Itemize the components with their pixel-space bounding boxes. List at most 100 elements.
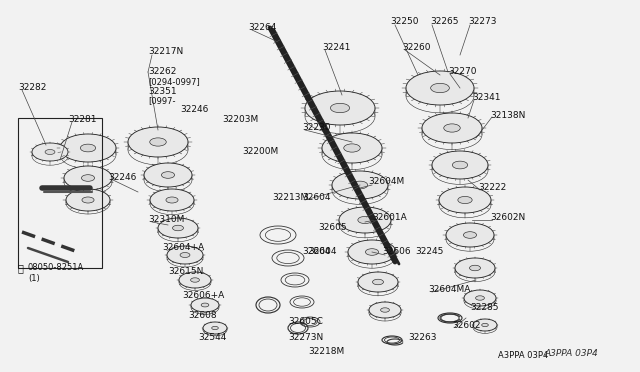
Ellipse shape — [365, 249, 379, 255]
Text: 32608: 32608 — [188, 311, 216, 320]
Text: 32601A: 32601A — [372, 214, 407, 222]
Ellipse shape — [66, 189, 110, 211]
Text: 32262: 32262 — [148, 67, 177, 77]
Text: 32241: 32241 — [322, 44, 350, 52]
Text: 32282: 32282 — [18, 83, 46, 93]
Text: (1): (1) — [28, 273, 40, 282]
Ellipse shape — [128, 127, 188, 157]
Ellipse shape — [344, 144, 360, 152]
Text: Ⓑ: Ⓑ — [18, 263, 24, 273]
Text: 32604MA: 32604MA — [428, 285, 470, 295]
Text: A3PPA 03P4: A3PPA 03P4 — [544, 349, 598, 358]
Ellipse shape — [473, 319, 497, 331]
Text: 32230: 32230 — [302, 124, 330, 132]
Ellipse shape — [167, 246, 203, 264]
Ellipse shape — [173, 225, 184, 231]
Text: 32285: 32285 — [470, 304, 499, 312]
Text: 32213M: 32213M — [272, 193, 308, 202]
Ellipse shape — [203, 322, 227, 334]
Ellipse shape — [201, 303, 209, 307]
Ellipse shape — [144, 163, 192, 187]
Ellipse shape — [446, 223, 494, 247]
Ellipse shape — [452, 161, 468, 169]
Ellipse shape — [179, 272, 211, 288]
Ellipse shape — [352, 181, 368, 189]
Text: 32605: 32605 — [318, 224, 347, 232]
Ellipse shape — [82, 197, 94, 203]
Text: 32604M: 32604M — [368, 177, 404, 186]
Text: 32222: 32222 — [478, 183, 506, 192]
Ellipse shape — [305, 91, 375, 125]
Text: 32281: 32281 — [68, 115, 97, 125]
Text: 32273N: 32273N — [288, 334, 323, 343]
Ellipse shape — [212, 326, 218, 330]
Text: 08050-8251A: 08050-8251A — [28, 263, 84, 273]
Ellipse shape — [339, 207, 391, 233]
Text: 32602N: 32602N — [490, 214, 525, 222]
Ellipse shape — [150, 189, 194, 211]
Ellipse shape — [80, 144, 96, 152]
Ellipse shape — [431, 83, 449, 93]
Ellipse shape — [158, 218, 198, 238]
Text: 32615N: 32615N — [168, 267, 204, 276]
Text: 32351: 32351 — [148, 87, 177, 96]
Ellipse shape — [369, 302, 401, 318]
Ellipse shape — [60, 134, 116, 162]
Text: [0294-0997]: [0294-0997] — [148, 77, 200, 87]
Ellipse shape — [439, 187, 491, 213]
Ellipse shape — [458, 196, 472, 203]
Ellipse shape — [464, 290, 496, 306]
Text: 32606+A: 32606+A — [182, 291, 224, 299]
Text: 32203M: 32203M — [222, 115, 259, 125]
Ellipse shape — [81, 175, 95, 181]
Text: 32604: 32604 — [308, 247, 337, 257]
Text: [0997-: [0997- — [148, 96, 175, 106]
Text: 32246: 32246 — [180, 106, 209, 115]
Ellipse shape — [166, 197, 178, 203]
Ellipse shape — [358, 272, 398, 292]
Ellipse shape — [455, 258, 495, 278]
Ellipse shape — [64, 166, 112, 190]
Ellipse shape — [180, 253, 190, 257]
Text: 32604: 32604 — [302, 247, 330, 257]
Text: 32200M: 32200M — [242, 148, 278, 157]
Text: 32605C: 32605C — [288, 317, 323, 327]
Ellipse shape — [150, 138, 166, 146]
Ellipse shape — [432, 151, 488, 179]
Ellipse shape — [463, 232, 477, 238]
Text: 32604+A: 32604+A — [162, 244, 204, 253]
Ellipse shape — [332, 171, 388, 199]
Ellipse shape — [470, 265, 481, 271]
Text: 32264: 32264 — [248, 23, 276, 32]
Text: 32310M: 32310M — [148, 215, 184, 224]
Text: 32341: 32341 — [472, 93, 500, 103]
Ellipse shape — [322, 133, 382, 163]
Ellipse shape — [45, 150, 55, 154]
Ellipse shape — [381, 308, 389, 312]
Text: 32270: 32270 — [448, 67, 477, 77]
Text: A3PPA 03P4: A3PPA 03P4 — [498, 352, 548, 360]
Ellipse shape — [348, 240, 396, 264]
Text: 32604: 32604 — [302, 193, 330, 202]
Ellipse shape — [191, 278, 200, 282]
Text: 32273: 32273 — [468, 17, 497, 26]
Ellipse shape — [358, 217, 372, 224]
Text: 32606: 32606 — [382, 247, 411, 257]
Ellipse shape — [476, 296, 484, 300]
Ellipse shape — [372, 279, 383, 285]
Ellipse shape — [482, 323, 488, 327]
Text: 32218M: 32218M — [308, 347, 344, 356]
Bar — [18, 118, 102, 268]
Text: 32245: 32245 — [415, 247, 444, 257]
Ellipse shape — [422, 113, 482, 143]
Text: 32544: 32544 — [198, 334, 227, 343]
Text: 32246: 32246 — [108, 173, 136, 183]
Text: 32602: 32602 — [452, 321, 481, 330]
Ellipse shape — [161, 172, 175, 178]
Ellipse shape — [444, 124, 460, 132]
Ellipse shape — [191, 298, 219, 312]
Text: 32263: 32263 — [408, 334, 436, 343]
Text: 32265: 32265 — [430, 17, 458, 26]
Text: 32217N: 32217N — [148, 48, 183, 57]
Ellipse shape — [32, 143, 68, 161]
